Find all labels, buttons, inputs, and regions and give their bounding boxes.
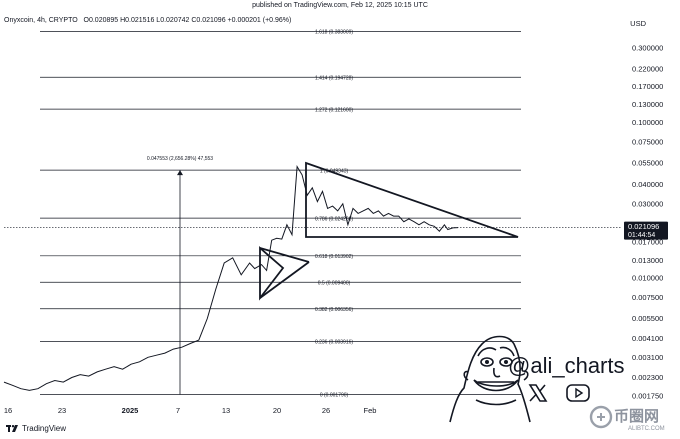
symbol-info: Onyxcoin, 4h, CRYPTO O0.020895 H0.021516… — [4, 17, 291, 24]
tradingview-logo-icon — [6, 424, 18, 432]
published-header: published on TradingView.com, Feb 12, 20… — [252, 2, 428, 9]
x-tick-label: 23 — [58, 406, 66, 415]
y-tick-label: 0.001750 — [632, 392, 663, 401]
drawing-overlays: 0.047553 (2,656.28%) 47,553 0.02109601:44… — [4, 156, 668, 395]
fib-level-label: 0.236 (0.003916) — [315, 340, 353, 346]
fib-level-label: 1 (0.049343) — [320, 168, 349, 174]
author-handle[interactable]: @ali_charts — [508, 353, 625, 378]
y-tick-label: 0.007500 — [632, 293, 663, 302]
fib-level-label: 0.5 (0.009400) — [318, 280, 351, 286]
fib-level-label: 1.272 (0.121600) — [315, 107, 353, 113]
y-tick-label: 0.017000 — [632, 238, 663, 247]
y-tick-label: 0.055000 — [632, 158, 663, 167]
current-price-value: 0.021096 — [628, 222, 659, 231]
watermark-subtext: ALIBTC.COM — [628, 426, 665, 432]
y-tick-label: 0.130000 — [632, 100, 663, 109]
measure-arrowhead — [177, 170, 183, 176]
y-tick-label: 0.170000 — [632, 82, 663, 91]
x-axis: 16 23 2025 7 13 20 26 Feb — [4, 406, 377, 415]
fib-level-label: 0 (0.001790) — [320, 393, 349, 399]
currency-label: USD — [630, 19, 646, 28]
descending-triangle-2 — [305, 161, 519, 238]
y-tick-label: 0.013000 — [632, 256, 663, 265]
youtube-logo-icon[interactable] — [566, 384, 590, 402]
fib-level-label: 1.618 (0.383009) — [315, 30, 353, 36]
fib-level-label: 1.414 (0.194728) — [315, 75, 353, 81]
x-tick-label: 7 — [176, 406, 180, 415]
x-tick-label: 20 — [273, 406, 281, 415]
avatar — [449, 335, 531, 423]
tradingview-footer[interactable]: TradingView — [6, 424, 66, 433]
price-series — [3, 164, 459, 391]
price-line — [3, 164, 459, 391]
fib-levels: 1.618 (0.383009) 1.414 (0.194728) 1.272 (0… — [40, 30, 521, 399]
x-tick-label: Feb — [364, 406, 377, 415]
watermark-logo-icon — [589, 405, 613, 429]
y-tick-label: 0.003100 — [632, 353, 663, 362]
fib-level-label: 0.382 (0.006356) — [315, 307, 353, 313]
y-tick-label: 0.004100 — [632, 334, 663, 343]
current-price-countdown: 01:44:54 — [628, 232, 655, 239]
y-tick-label: 0.005500 — [632, 314, 663, 323]
symbol-name: Onyxcoin, 4h, CRYPTO — [4, 17, 78, 24]
y-tick-label: 0.100000 — [632, 118, 663, 127]
triangle-upper-edge — [259, 247, 310, 263]
x-logo-icon[interactable] — [528, 383, 548, 403]
tradingview-label: TradingView — [22, 424, 67, 433]
fib-level-label: 0.618 (0.013902) — [315, 254, 353, 260]
y-tick-label: 0.002300 — [632, 373, 663, 382]
y-axis: 0.300000 0.220000 0.170000 0.130000 0.100000… — [632, 44, 663, 401]
current-price-badge — [624, 221, 668, 240]
watermark-text: 币圈网 — [614, 407, 660, 425]
x-tick-label: 13 — [222, 406, 230, 415]
y-tick-label: 0.010000 — [632, 274, 663, 283]
y-tick-label: 0.075000 — [632, 137, 663, 146]
bull-flag-triangle-1 — [259, 246, 285, 301]
x-tick-label: 16 — [4, 406, 12, 415]
y-tick-label: 0.040000 — [632, 180, 663, 189]
y-tick-label: 0.220000 — [632, 64, 663, 73]
measure-label: 0.047553 (2,656.28%) 47,553 — [147, 156, 213, 162]
y-tick-label: 0.300000 — [632, 44, 663, 53]
x-tick-label: 26 — [322, 406, 330, 415]
y-tick-label: 0.030000 — [632, 199, 663, 208]
x-tick-label: 2025 — [122, 406, 139, 415]
ohlc-values: O0.020895 H0.021516 L0.020742 C0.021096 … — [83, 17, 292, 24]
fib-level-label: 0.786 (0.024268) — [315, 216, 353, 222]
triangle-lower-edge — [259, 261, 310, 299]
